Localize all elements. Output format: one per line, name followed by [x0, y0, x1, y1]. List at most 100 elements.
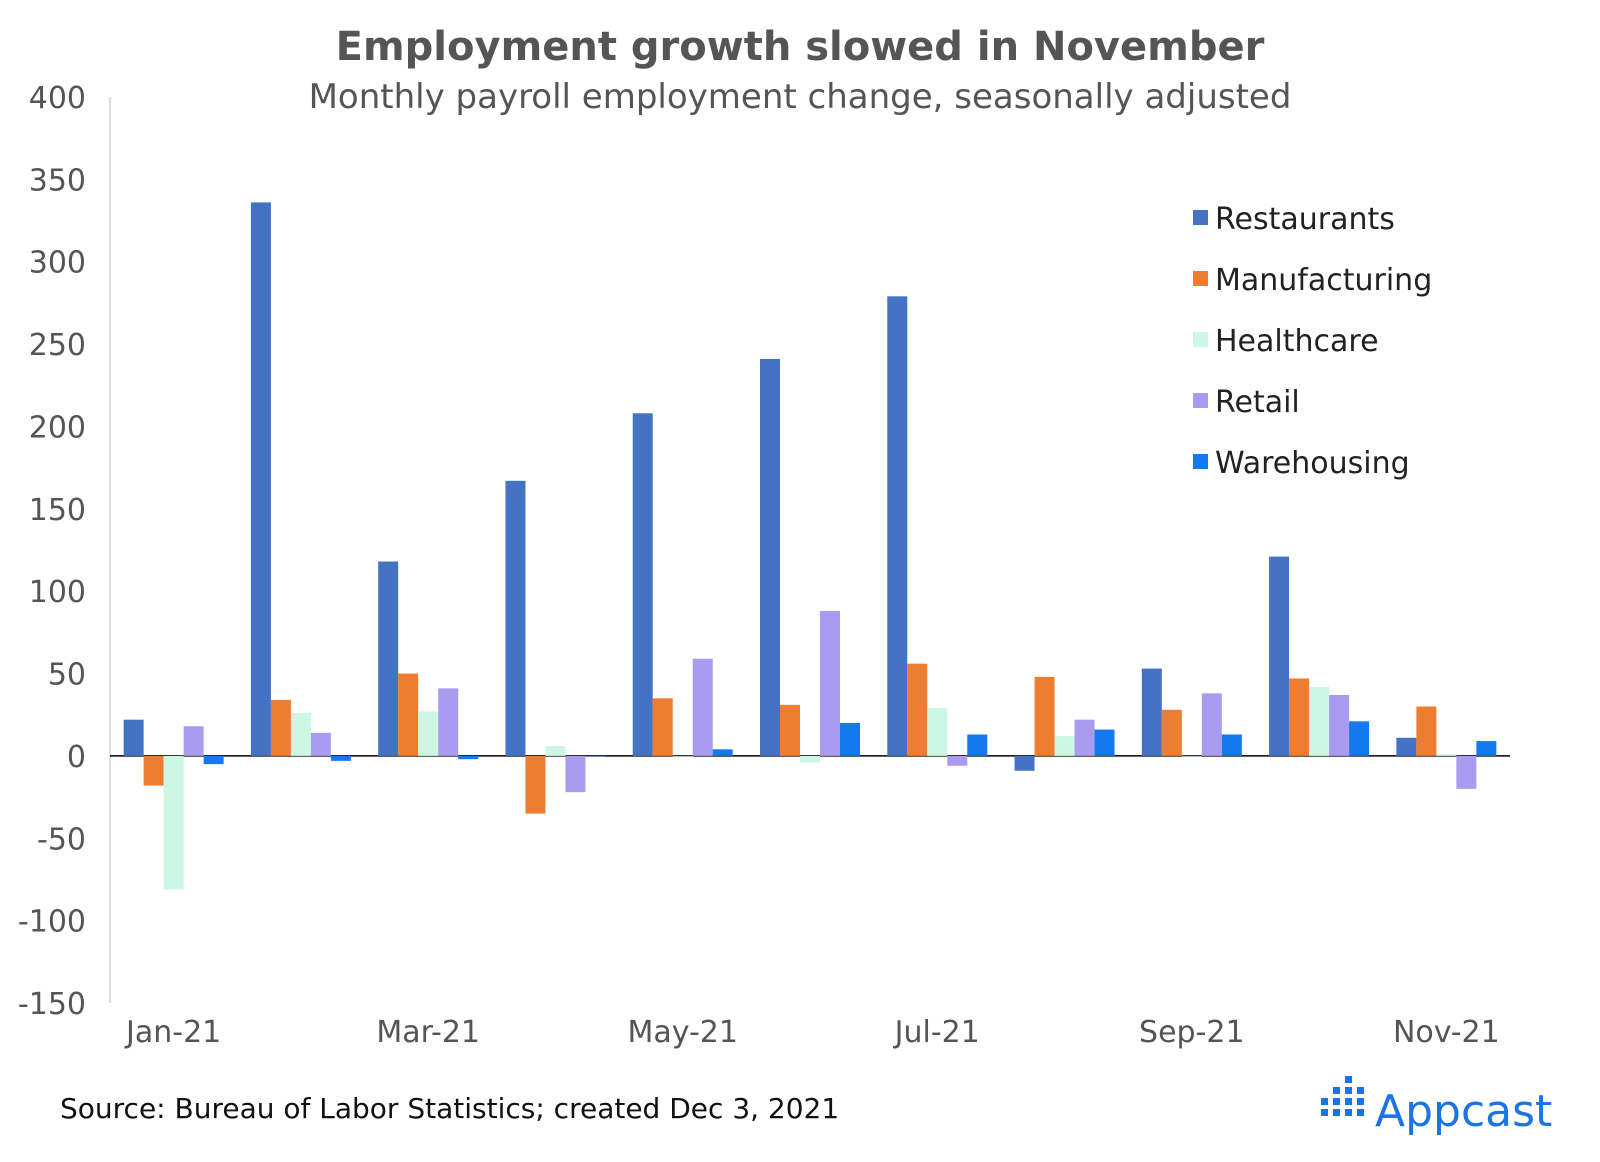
bar-healthcare-mar-21	[418, 711, 439, 756]
bar-manufacturing-mar-21	[398, 673, 419, 756]
bar-manufacturing-nov-21	[1416, 706, 1437, 756]
legend: Restaurants Manufacturing Healthcare Retail…	[1193, 202, 1432, 481]
bar-retail-jan-21	[183, 726, 204, 756]
y-tick-label: 350	[29, 163, 86, 198]
legend-label: Restaurants	[1215, 202, 1395, 237]
bar-healthcare-feb-21	[290, 713, 311, 756]
legend-swatch	[1193, 332, 1208, 347]
bar-retail-sep-21	[1201, 693, 1222, 756]
bar-warehousing-jan-21	[203, 755, 224, 765]
x-tick-label: Sep-21	[1139, 1015, 1245, 1050]
y-tick-label: 150	[29, 493, 86, 528]
bar-warehousing-sep-21	[1221, 734, 1242, 756]
legend-label: Retail	[1215, 385, 1300, 420]
appcast-logo-mark	[1321, 1076, 1364, 1116]
bar-manufacturing-may-21	[652, 698, 673, 756]
logo-dot	[1357, 1098, 1364, 1105]
bar-restaurants-nov-21	[1396, 737, 1417, 756]
bar-warehousing-may-21	[712, 749, 733, 756]
bar-retail-mar-21	[438, 688, 459, 756]
y-tick-label: 250	[29, 328, 86, 363]
bar-manufacturing-sep-21	[1161, 709, 1182, 756]
y-axis: 400 350 300 250 200 150 100 50 0 -50 -100 -150	[18, 81, 1510, 1022]
appcast-logo: Appcast	[1321, 1076, 1552, 1137]
bar-healthcare-sep-21	[1181, 755, 1202, 757]
bar-warehousing-aug-21	[1094, 729, 1115, 756]
bar-retail-may-21	[692, 658, 713, 756]
bar-manufacturing-apr-21	[525, 755, 546, 814]
bar-warehousing-jul-21	[967, 734, 988, 756]
bar-healthcare-apr-21	[545, 746, 566, 756]
bar-restaurants-aug-21	[1014, 755, 1035, 771]
y-tick-label: -150	[18, 987, 86, 1022]
bar-healthcare-oct-21	[1309, 686, 1330, 756]
legend-swatch	[1193, 393, 1208, 408]
legend-label: Warehousing	[1215, 446, 1410, 481]
bar-retail-apr-21	[565, 755, 586, 793]
bar-healthcare-may-21	[672, 755, 693, 757]
bar-warehousing-oct-21	[1349, 721, 1370, 756]
legend-swatch	[1193, 271, 1208, 286]
y-tick-label: -100	[18, 905, 86, 940]
bar-healthcare-jan-21	[163, 755, 184, 890]
logo-dot	[1345, 1109, 1352, 1116]
logo-dot	[1321, 1098, 1328, 1105]
logo-dot	[1357, 1087, 1364, 1094]
bar-restaurants-feb-21	[250, 202, 271, 756]
bar-restaurants-jan-21	[123, 719, 144, 756]
bar-retail-aug-21	[1074, 719, 1095, 756]
bar-manufacturing-oct-21	[1289, 678, 1310, 756]
logo-dot	[1357, 1109, 1364, 1116]
y-tick-label: 200	[29, 410, 86, 445]
bar-healthcare-jul-21	[927, 708, 948, 756]
bar-warehousing-apr-21	[585, 755, 606, 757]
x-tick-label: Mar-21	[376, 1015, 480, 1050]
legend-swatch	[1193, 210, 1208, 225]
bar-warehousing-jun-21	[840, 722, 860, 756]
chart-title: Employment growth slowed in November	[336, 24, 1265, 70]
chart-subtitle: Monthly payroll employment change, seaso…	[309, 77, 1292, 117]
logo-dot	[1321, 1109, 1328, 1116]
source-note: Source: Bureau of Labor Statistics; crea…	[60, 1092, 839, 1125]
bar-warehousing-feb-21	[330, 755, 351, 761]
logo-dot	[1345, 1087, 1352, 1094]
y-tick-label: 400	[29, 81, 86, 116]
y-tick-label: 100	[29, 575, 86, 610]
x-tick-label: Jul-21	[893, 1015, 980, 1050]
x-tick-label: Nov-21	[1393, 1015, 1500, 1050]
appcast-logo-text: Appcast	[1375, 1086, 1552, 1137]
bar-healthcare-nov-21	[1436, 754, 1457, 756]
x-axis: Jan-21 Mar-21 May-21 Jul-21 Sep-21 Nov-21	[124, 1015, 1500, 1050]
y-tick-label: 50	[48, 658, 86, 693]
legend-label: Manufacturing	[1215, 263, 1432, 298]
y-tick-label: 0	[67, 740, 86, 775]
bar-restaurants-mar-21	[378, 561, 399, 756]
legend-label: Healthcare	[1215, 324, 1379, 359]
bar-restaurants-jun-21	[760, 358, 780, 756]
legend-swatch	[1193, 454, 1208, 469]
logo-dot	[1345, 1076, 1352, 1083]
bar-healthcare-jun-21	[800, 755, 820, 763]
y-tick-label: -50	[37, 822, 86, 857]
logo-dot	[1333, 1087, 1340, 1094]
bar-warehousing-nov-21	[1476, 741, 1497, 756]
bar-manufacturing-aug-21	[1034, 676, 1055, 756]
bar-restaurants-may-21	[632, 413, 653, 756]
bar-restaurants-jul-21	[887, 296, 908, 756]
x-tick-label: Jan-21	[124, 1015, 221, 1050]
bar-restaurants-oct-21	[1269, 556, 1290, 756]
bar-healthcare-aug-21	[1054, 736, 1075, 756]
bar-manufacturing-jun-21	[780, 704, 800, 756]
bar-manufacturing-feb-21	[270, 699, 291, 756]
bar-restaurants-sep-21	[1141, 668, 1162, 756]
bar-retail-jul-21	[947, 755, 968, 766]
bar-manufacturing-jul-21	[907, 663, 928, 756]
logo-dot	[1333, 1109, 1340, 1116]
bar-retail-oct-21	[1329, 694, 1350, 756]
x-tick-label: May-21	[627, 1015, 738, 1050]
bar-retail-feb-21	[310, 732, 331, 756]
bar-manufacturing-jan-21	[143, 755, 164, 786]
bar-restaurants-apr-21	[505, 480, 526, 756]
bar-retail-jun-21	[820, 610, 840, 756]
